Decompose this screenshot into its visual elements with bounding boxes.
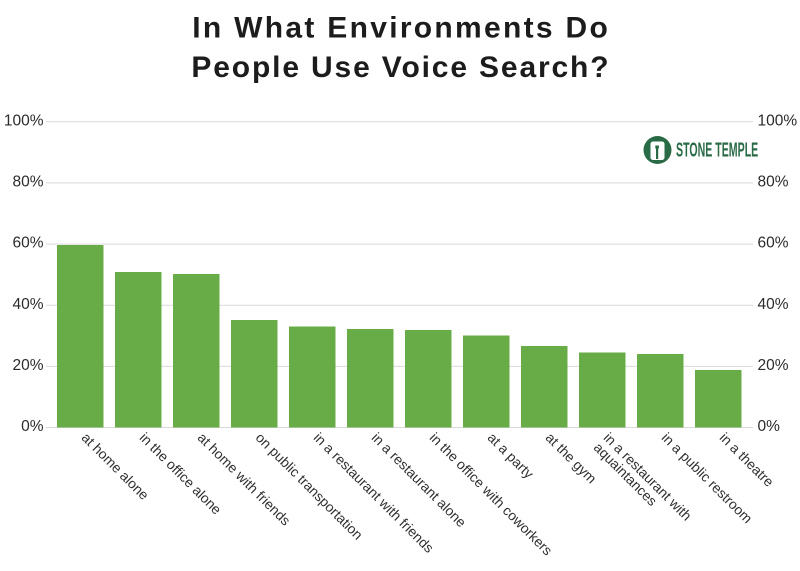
svg-text:40%: 40% xyxy=(12,296,43,313)
svg-text:In What Environments Do: In What Environments Do xyxy=(192,12,610,45)
svg-text:STONE TEMPLE: STONE TEMPLE xyxy=(676,140,758,161)
svg-text:80%: 80% xyxy=(12,174,43,191)
svg-text:0%: 0% xyxy=(758,418,781,435)
svg-text:80%: 80% xyxy=(758,174,789,191)
svg-text:People Use Voice Search?: People Use Voice Search? xyxy=(191,51,610,84)
svg-text:40%: 40% xyxy=(758,296,789,313)
svg-text:100%: 100% xyxy=(758,112,798,129)
svg-text:100%: 100% xyxy=(4,112,44,129)
svg-text:60%: 60% xyxy=(12,235,43,252)
svg-text:0%: 0% xyxy=(21,418,44,435)
svg-text:20%: 20% xyxy=(758,357,789,374)
svg-text:20%: 20% xyxy=(12,357,43,374)
svg-text:60%: 60% xyxy=(758,235,789,252)
